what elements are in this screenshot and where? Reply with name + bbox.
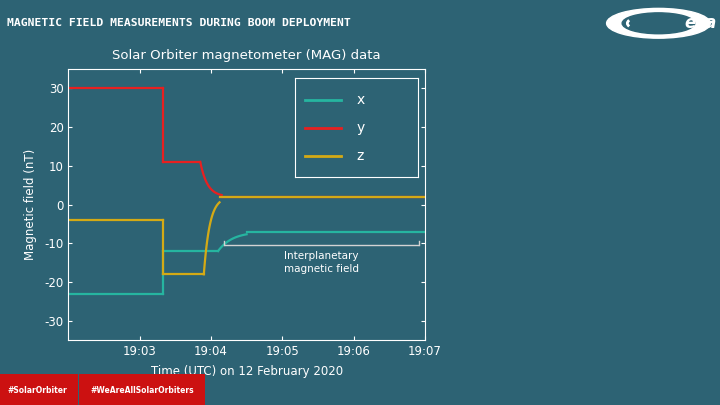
Text: MAGNETIC FIELD MEASUREMENTS DURING BOOM DEPLOYMENT: MAGNETIC FIELD MEASUREMENTS DURING BOOM … (6, 18, 351, 28)
Circle shape (622, 13, 695, 34)
Text: #SolarOrbiter: #SolarOrbiter (7, 386, 67, 395)
X-axis label: Time (UTC) on 12 February 2020: Time (UTC) on 12 February 2020 (150, 365, 343, 378)
Title: Solar Orbiter magnetometer (MAG) data: Solar Orbiter magnetometer (MAG) data (112, 49, 381, 62)
Text: Interplanetary
magnetic field: Interplanetary magnetic field (284, 251, 359, 274)
Text: esa: esa (684, 14, 716, 32)
Y-axis label: Magnetic field (nT): Magnetic field (nT) (24, 149, 37, 260)
Text: #WeAreAllSolarOrbiters: #WeAreAllSolarOrbiters (90, 386, 194, 395)
Circle shape (606, 9, 711, 38)
